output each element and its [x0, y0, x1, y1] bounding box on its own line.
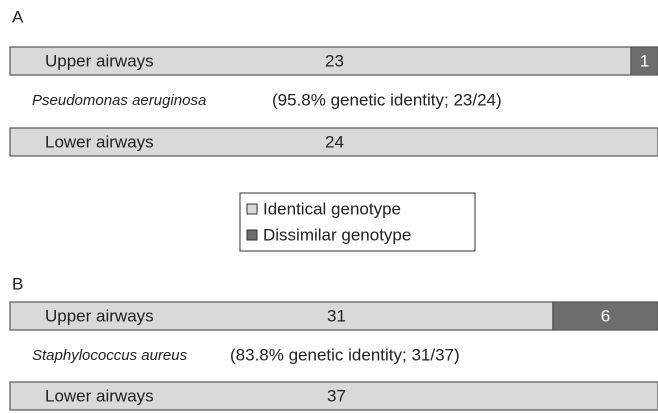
value-label: 37: [327, 386, 346, 405]
bar-segment: [630, 46, 658, 76]
legend-swatch: [246, 203, 258, 215]
bar-segment: [9, 127, 658, 157]
bar-segment: [9, 381, 658, 411]
value-label: 31: [327, 306, 346, 325]
organism: Pseudomonas aeruginosa: [32, 92, 206, 109]
legend-label: Dissimilar genotype: [263, 225, 411, 244]
category-label: Lower airways: [45, 386, 154, 405]
bar-segment: [552, 301, 658, 331]
panel-label: B: [12, 274, 23, 293]
legend-box: [239, 192, 476, 252]
legend-swatch: [246, 229, 258, 241]
category-label: Lower airways: [45, 132, 154, 151]
panel-label: A: [12, 7, 24, 26]
legend-label: Identical genotype: [263, 199, 401, 218]
annotation: (95.8% genetic identity; 23/24): [272, 90, 502, 109]
value-label: 23: [325, 51, 344, 70]
category-label: Upper airways: [45, 306, 154, 325]
organism: Staphylococcus aureus: [32, 347, 188, 364]
annotation: (83.8% genetic identity; 31/37): [230, 345, 460, 364]
bar-segment: [9, 46, 632, 76]
value-label: 24: [325, 132, 344, 151]
bar-segment: [9, 301, 554, 331]
value-label: 6: [601, 306, 610, 325]
value-label: 1: [640, 51, 649, 70]
category-label: Upper airways: [45, 51, 154, 70]
